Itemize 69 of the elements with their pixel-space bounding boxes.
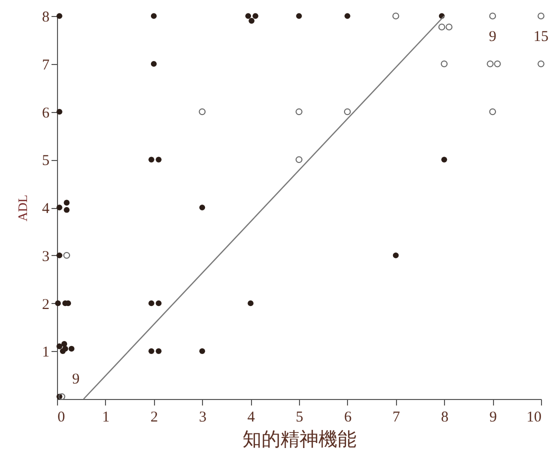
point [56, 252, 62, 258]
point [63, 252, 70, 259]
y-tick-label: 4 [42, 201, 50, 217]
point [199, 348, 206, 354]
point [344, 108, 351, 116]
point [446, 24, 452, 30]
point [56, 13, 62, 19]
x-tick-label: 7 [392, 410, 401, 426]
point [494, 60, 501, 68]
point [156, 300, 162, 306]
point [296, 108, 302, 116]
point [489, 12, 496, 20]
y-tick-label: 6 [42, 105, 50, 122]
y-axis-title: ADL [15, 194, 30, 222]
point [344, 13, 350, 19]
annotation: 15 [534, 29, 548, 45]
point [248, 18, 254, 24]
point [64, 206, 70, 213]
point [150, 60, 157, 67]
point [441, 156, 448, 163]
y-tick-label: 1 [42, 344, 50, 361]
x-tick-label: 10 [526, 410, 542, 426]
y-tick-label: 3 [42, 248, 50, 265]
point [60, 348, 66, 354]
point [64, 200, 70, 206]
point [440, 60, 448, 68]
point [392, 12, 400, 20]
x-tick-label: 2 [150, 410, 158, 426]
point [148, 156, 154, 163]
x-tick-label: 3 [198, 410, 206, 426]
point [58, 393, 66, 400]
annotation: 9 [72, 372, 80, 388]
point [156, 348, 162, 354]
y-tick-label: 5 [42, 153, 50, 170]
point [148, 348, 154, 354]
x-tick-label: 0 [58, 410, 65, 426]
point [150, 13, 157, 19]
point [56, 204, 62, 210]
y-tick-label: 7 [42, 57, 50, 74]
point [55, 300, 61, 306]
x-tick-label: 9 [489, 410, 497, 426]
point [68, 346, 74, 352]
x-axis-title: 知的精神機能 [242, 428, 356, 450]
point [148, 300, 154, 306]
point [56, 108, 62, 115]
x-tick-label: 5 [296, 410, 304, 426]
point [198, 108, 206, 116]
point [296, 156, 302, 164]
point [489, 108, 496, 116]
point [538, 12, 544, 20]
point [156, 156, 162, 163]
point [486, 60, 494, 68]
y-tick-label: 2 [42, 296, 50, 313]
x-tick-label: 6 [344, 410, 352, 426]
point [56, 343, 62, 350]
point [61, 341, 68, 347]
x-tick-label: 1 [102, 410, 110, 426]
point [296, 13, 302, 19]
point [245, 13, 252, 19]
point [438, 24, 446, 30]
x-tick-label: 4 [247, 410, 256, 426]
point [252, 13, 258, 19]
point [199, 204, 206, 210]
y-tick-label: 8 [42, 10, 50, 26]
point [538, 60, 544, 68]
annotation: 9 [488, 29, 496, 45]
point [392, 252, 399, 258]
point [248, 300, 254, 306]
x-tick-label: 8 [440, 410, 448, 426]
